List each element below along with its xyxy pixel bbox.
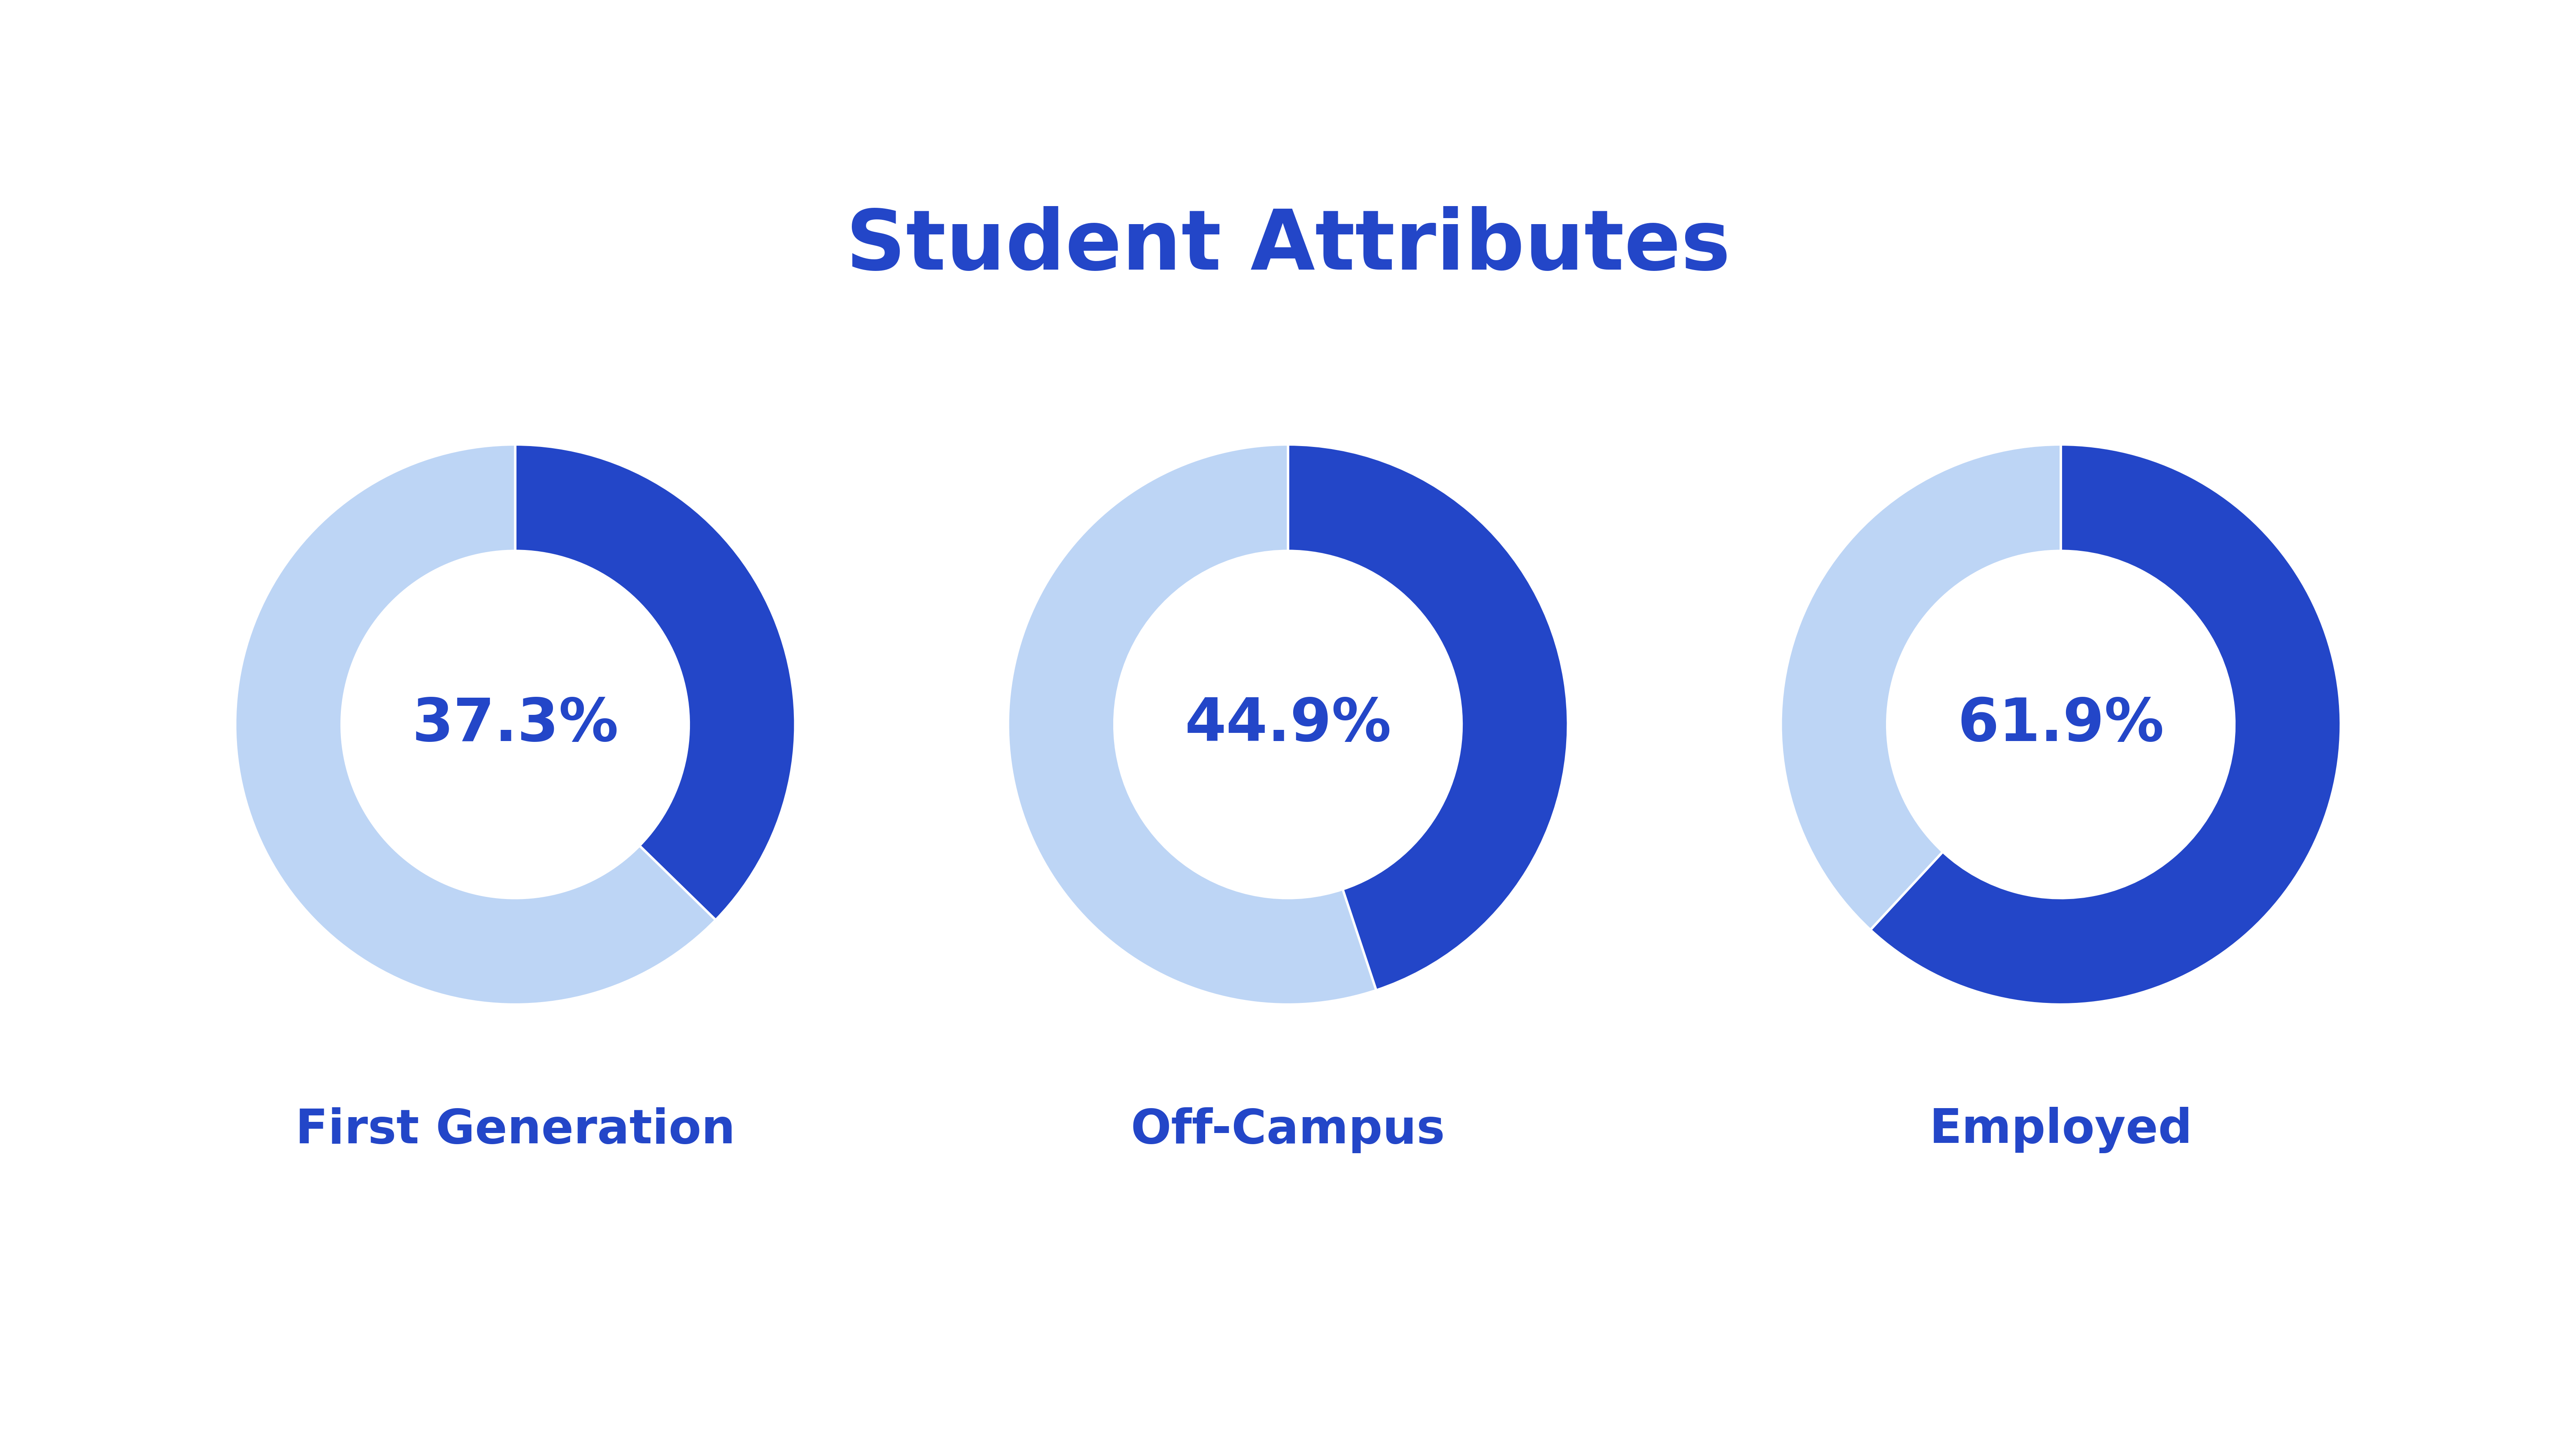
Text: 61.9%: 61.9% [1958,696,2164,753]
Text: Student Attributes: Student Attributes [845,206,1731,287]
Text: 44.9%: 44.9% [1185,696,1391,753]
Text: Off-Campus: Off-Campus [1131,1107,1445,1153]
Text: Employed: Employed [1929,1107,2192,1153]
Circle shape [1888,551,2233,898]
Wedge shape [1870,445,2342,1004]
Circle shape [343,551,688,898]
Wedge shape [1007,445,1376,1004]
Wedge shape [1288,445,1569,990]
Wedge shape [1780,445,2061,930]
Wedge shape [234,445,716,1004]
Text: 37.3%: 37.3% [412,696,618,753]
Wedge shape [515,445,796,920]
Text: First Generation: First Generation [296,1107,734,1153]
Circle shape [1115,551,1461,898]
